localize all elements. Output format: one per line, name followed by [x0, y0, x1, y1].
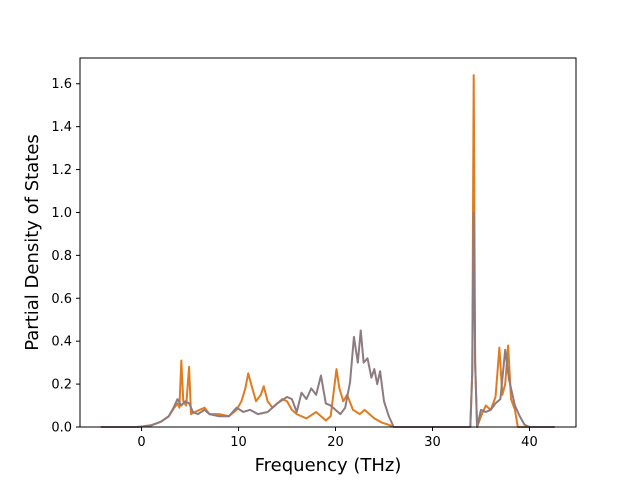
- x-axis-label: Frequency (THz): [255, 455, 402, 476]
- y-tick-label: 1.6: [51, 77, 72, 92]
- x-tick-label: 10: [230, 435, 247, 450]
- x-tick-label: 40: [521, 435, 538, 450]
- series-line-1: [100, 74, 555, 428]
- plot-frame: [79, 57, 577, 428]
- series-layer: [100, 74, 555, 428]
- y-tick-label: 1.4: [51, 120, 72, 135]
- ticks-layer: 0 10 20 30 40 0.0 0.2 0.4 0.6 0.8 1.0 1.2 1.4 1.6: [51, 77, 537, 450]
- x-tick-label: 0: [137, 435, 145, 450]
- y-tick-label: 1.2: [51, 163, 72, 178]
- y-tick-label: 0.6: [51, 292, 72, 307]
- y-axis-label: Partial Density of States: [22, 134, 43, 351]
- y-tick-label: 0.8: [51, 249, 72, 264]
- y-tick-label: 1.0: [51, 206, 72, 221]
- y-tick-label: 0.2: [51, 378, 72, 393]
- y-tick-label: 0.4: [51, 335, 72, 350]
- x-tick-label: 30: [424, 435, 441, 450]
- series-line-2: [100, 211, 555, 428]
- x-tick-label: 20: [327, 435, 344, 450]
- y-tick-label: 0.0: [51, 421, 72, 436]
